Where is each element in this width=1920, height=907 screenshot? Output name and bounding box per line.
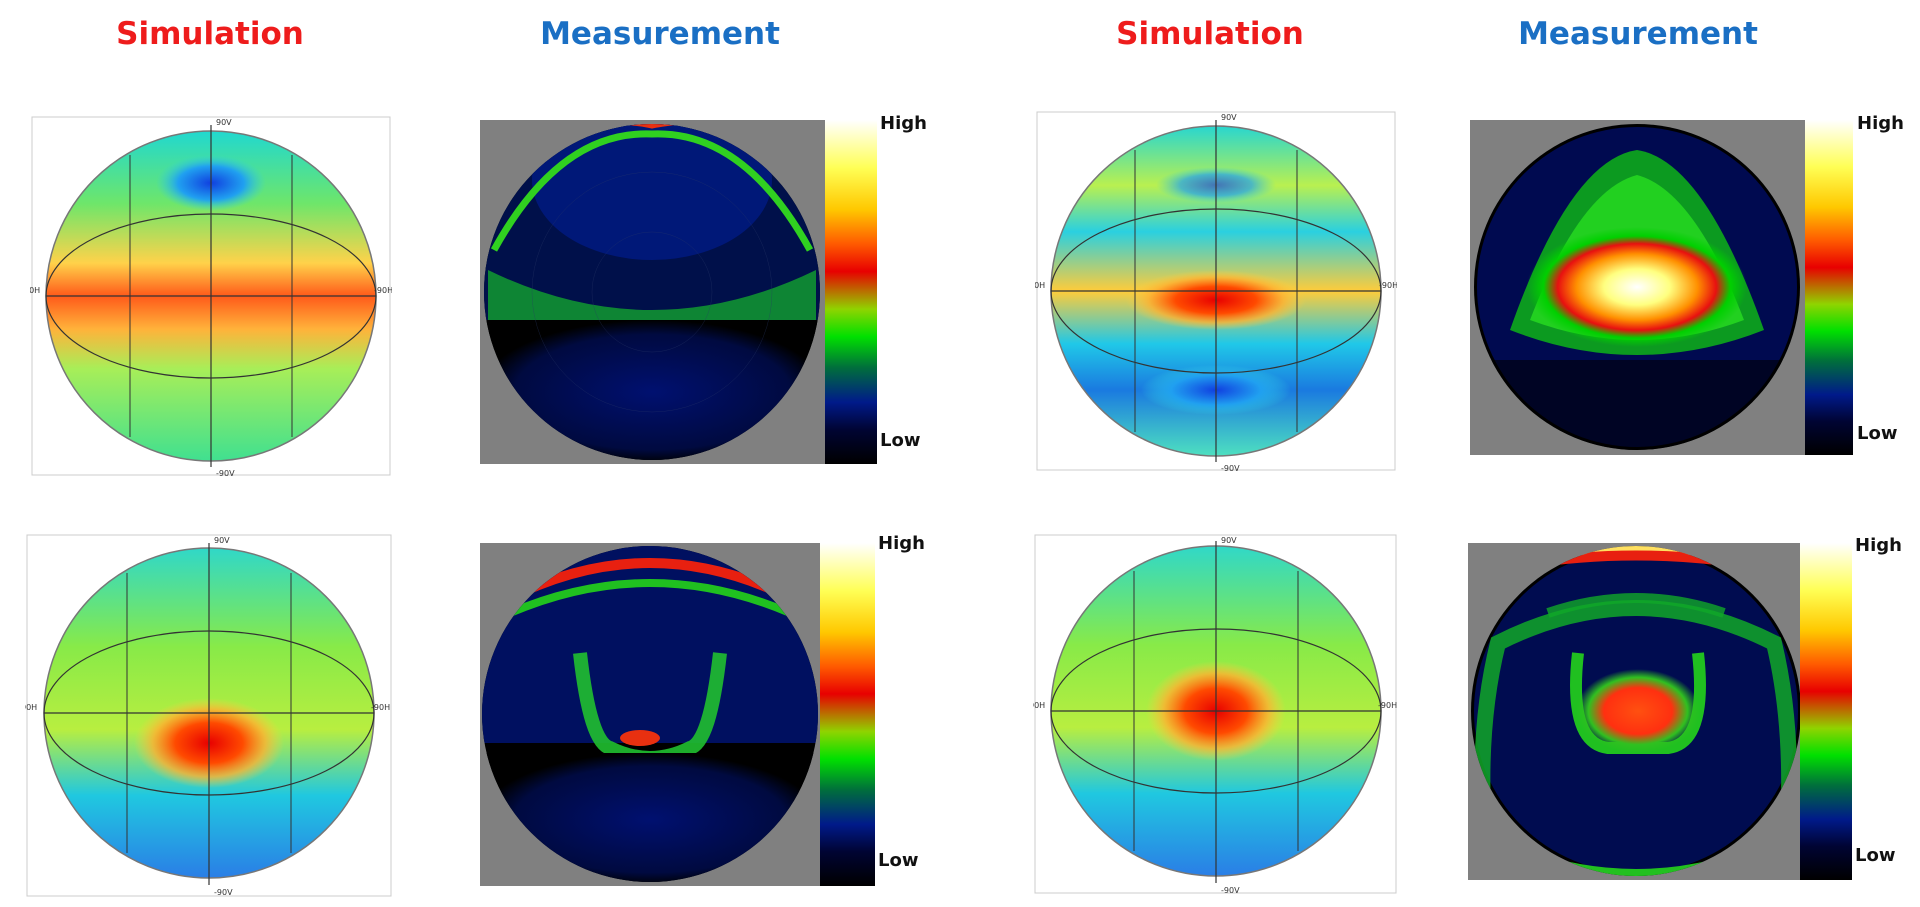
axis-label-right: -90H xyxy=(374,286,392,295)
axis-label-bottom: -90V xyxy=(1221,464,1240,472)
axis-label-left: 90H xyxy=(1033,701,1045,710)
colorbar-high-label: High xyxy=(878,533,925,554)
colorbar-1 xyxy=(825,120,877,464)
colorbar-high-label: High xyxy=(1855,535,1902,556)
axis-label-left: 90H xyxy=(30,286,40,295)
axis-label-left: 90H xyxy=(1035,281,1045,290)
measurement-plot-1 xyxy=(480,120,825,464)
axis-label-bottom: -90V xyxy=(214,888,233,897)
simulation-plot-3: 90V -90V 90H -90H xyxy=(25,534,392,897)
colorbar-high-label: High xyxy=(880,113,927,134)
axis-label-top: 90V xyxy=(214,536,230,545)
axis-label-right: -90H xyxy=(1379,281,1397,290)
colorbar-3 xyxy=(820,543,875,886)
axis-label-top: 90V xyxy=(216,118,232,127)
simulation-plot-1: 90V -90V 90H -90H xyxy=(30,116,392,477)
axis-label-left: 90H xyxy=(25,703,37,712)
simulation-header-1: Simulation xyxy=(116,16,304,52)
colorbar-2 xyxy=(1805,120,1853,455)
colorbar-low-label: Low xyxy=(880,430,921,451)
axis-label-top: 90V xyxy=(1221,536,1237,545)
measurement-header-2: Measurement xyxy=(1518,16,1758,52)
measurement-plot-2 xyxy=(1470,120,1805,455)
colorbar-high-label: High xyxy=(1857,113,1904,134)
axis-label-right: -90H xyxy=(1378,701,1397,710)
simulation-plot-2: 90V -90V 90H -90H xyxy=(1035,111,1397,472)
measurement-plot-4 xyxy=(1468,543,1805,880)
colorbar-4 xyxy=(1800,543,1852,880)
axis-label-right: -90H xyxy=(371,703,390,712)
colorbar-low-label: Low xyxy=(878,850,919,871)
colorbar-low-label: Low xyxy=(1855,845,1896,866)
colorbar-low-label: Low xyxy=(1857,423,1898,444)
axis-label-top: 90V xyxy=(1221,113,1237,122)
measurement-plot-3 xyxy=(480,543,820,886)
simulation-plot-4: 90V -90V 90H -90H xyxy=(1033,534,1397,895)
axis-label-bottom: -90V xyxy=(216,469,235,477)
measurement-header-1: Measurement xyxy=(540,16,780,52)
axis-label-bottom: -90V xyxy=(1221,886,1240,895)
simulation-header-2: Simulation xyxy=(1116,16,1304,52)
